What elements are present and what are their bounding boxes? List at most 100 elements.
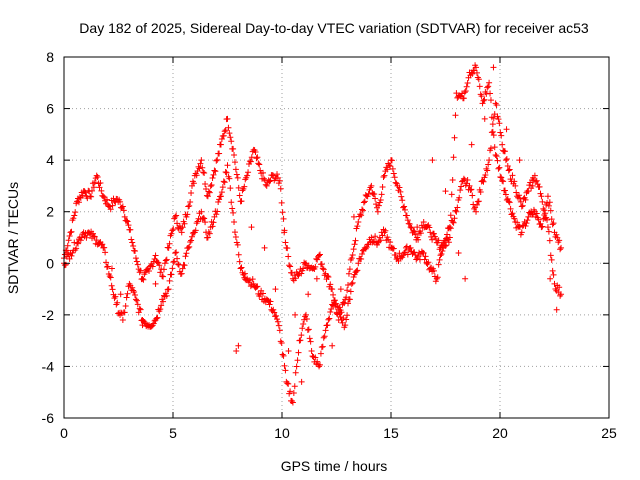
- data-point: [391, 174, 398, 181]
- data-point: [289, 399, 296, 406]
- data-point: [129, 284, 136, 291]
- data-point: [173, 212, 180, 219]
- data-point: [360, 199, 367, 206]
- data-point: [443, 235, 450, 242]
- data-point: [331, 301, 338, 308]
- data-point: [558, 291, 565, 298]
- data-point: [343, 316, 350, 323]
- data-point: [132, 291, 139, 298]
- data-point: [182, 253, 189, 260]
- data-point: [420, 219, 427, 226]
- data-point: [319, 343, 326, 350]
- data-point: [475, 76, 482, 83]
- data-point: [161, 260, 168, 267]
- data-point: [214, 156, 221, 163]
- data-point: [98, 187, 105, 194]
- data-point: [499, 141, 506, 148]
- data-point: [473, 201, 480, 208]
- data-point: [495, 165, 502, 172]
- data-point: [345, 270, 352, 277]
- data-point: [469, 192, 476, 199]
- data-point: [480, 97, 487, 104]
- data-point: [386, 162, 393, 169]
- data-point: [274, 318, 281, 325]
- data-point: [209, 175, 216, 182]
- data-point: [357, 211, 364, 218]
- data-point: [354, 223, 361, 230]
- data-point: [301, 316, 308, 323]
- data-point: [287, 388, 294, 395]
- data-point: [499, 177, 506, 184]
- x-tick-label: 5: [169, 425, 177, 441]
- data-point: [359, 207, 366, 214]
- data-point: [127, 226, 134, 233]
- data-point: [327, 281, 334, 288]
- data-point: [479, 177, 486, 184]
- data-point: [124, 290, 131, 297]
- data-point: [247, 158, 254, 165]
- data-point: [207, 183, 214, 190]
- data-point: [181, 262, 188, 269]
- data-point: [544, 193, 551, 200]
- data-point: [188, 233, 195, 240]
- data-point: [320, 334, 327, 341]
- data-point: [76, 193, 83, 200]
- data-point: [525, 188, 532, 195]
- data-point: [326, 315, 333, 322]
- data-point: [298, 270, 305, 277]
- data-point: [87, 231, 94, 238]
- data-point: [432, 235, 439, 242]
- data-point: [96, 184, 103, 191]
- chart-title: Day 182 of 2025, Sidereal Day-to-day VTE…: [79, 20, 589, 36]
- data-point: [165, 286, 172, 293]
- data-point: [556, 284, 563, 291]
- data-point: [179, 265, 186, 272]
- data-point: [533, 177, 540, 184]
- data-point: [557, 246, 564, 253]
- data-point: [340, 315, 347, 322]
- data-point: [238, 264, 245, 271]
- data-point: [246, 158, 253, 165]
- data-point: [506, 166, 513, 173]
- data-point: [349, 279, 356, 286]
- data-point: [522, 222, 529, 229]
- data-point: [131, 288, 138, 295]
- data-point: [347, 288, 354, 295]
- data-point: [522, 196, 529, 203]
- data-point: [422, 253, 429, 260]
- data-point: [550, 220, 557, 227]
- data-point: [231, 229, 238, 236]
- data-point: [321, 333, 328, 340]
- data-point: [519, 202, 526, 209]
- y-tick-label: 8: [46, 49, 54, 65]
- data-point: [346, 296, 353, 303]
- data-point: [129, 239, 136, 246]
- data-point: [132, 248, 139, 255]
- data-point: [502, 191, 509, 198]
- data-point: [246, 277, 253, 284]
- data-point: [466, 182, 473, 189]
- data-point: [278, 199, 285, 206]
- data-point: [238, 198, 245, 205]
- data-point: [248, 154, 255, 161]
- data-point: [230, 209, 237, 216]
- data-point: [234, 174, 241, 181]
- data-point: [214, 208, 221, 215]
- data-point: [545, 228, 552, 235]
- data-point: [480, 178, 487, 185]
- data-point: [269, 172, 276, 179]
- data-point: [498, 174, 505, 181]
- data-point: [309, 353, 316, 360]
- data-point: [461, 89, 468, 96]
- data-point: [463, 83, 470, 90]
- data-point: [93, 172, 100, 179]
- data-point: [119, 317, 126, 324]
- data-point: [484, 84, 491, 91]
- data-point: [509, 172, 516, 179]
- data-point: [538, 193, 545, 200]
- data-point: [211, 167, 218, 174]
- data-point: [302, 261, 309, 268]
- data-point: [377, 196, 384, 203]
- data-point: [442, 188, 449, 195]
- data-point: [88, 193, 95, 200]
